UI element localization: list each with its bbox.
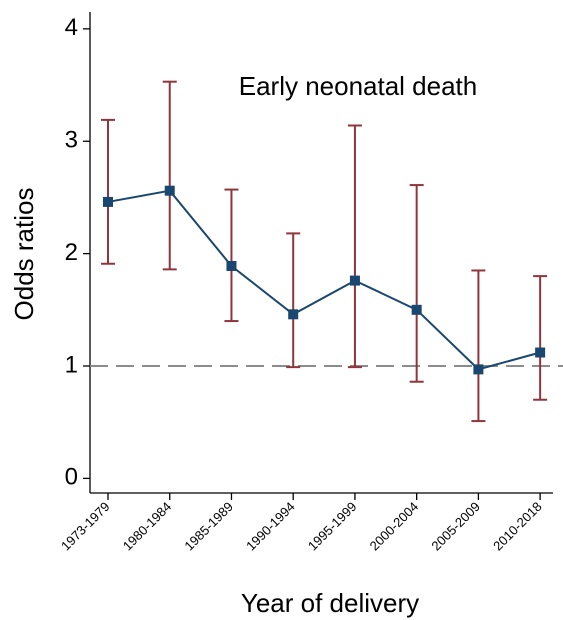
error-bar [286,232,301,369]
error-bar [409,184,424,383]
error-bar [101,118,115,265]
x-tick-label: 1990-1994 [243,499,298,554]
y-tick-label: 2 [65,239,78,266]
x-axis-label: Year of delivery [241,588,419,618]
annotation: Early neonatal death [239,71,478,101]
y-tick-label: 3 [65,127,78,154]
marker [164,185,175,196]
marker [535,347,546,358]
y-tick-label: 0 [65,464,78,491]
y-tick-label: 4 [65,14,78,41]
error-bar [224,188,239,323]
line [107,189,541,371]
y-axis-label: Odds ratios [9,188,39,321]
error-bar [162,80,177,271]
x-tick-label: 1980-1984 [120,499,175,554]
error-bar [347,124,362,369]
marker [103,196,113,207]
x-tick-label: 2005-2009 [428,499,483,554]
marker [349,275,360,286]
y-tick-label: 1 [65,351,78,378]
error-bar [533,275,548,401]
x-tick-label: 1973-1979 [58,499,113,554]
marker [226,260,237,271]
marker [473,364,484,375]
x-tick-label: 1985-1989 [181,499,236,554]
x-tick-label: 1995-1999 [305,499,360,554]
error-bar [471,269,486,423]
marker [288,309,299,320]
marker [411,304,422,315]
x-tick-label: 2000-2004 [367,499,422,554]
x-tick-label: 2010-2018 [490,499,545,554]
